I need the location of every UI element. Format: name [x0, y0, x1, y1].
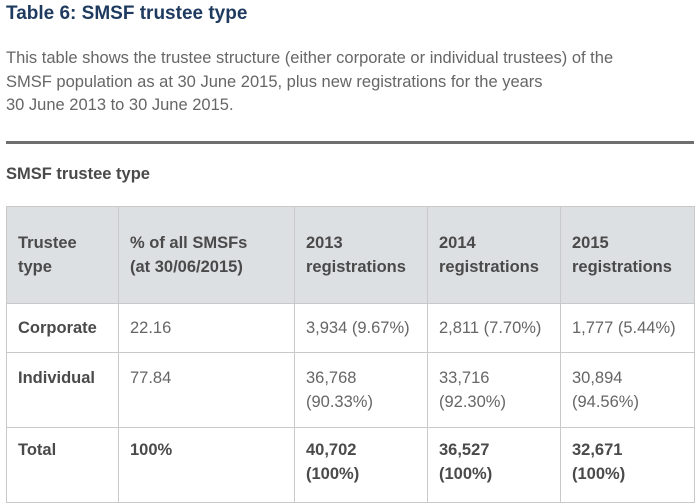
cell-share: (94.56%): [572, 393, 639, 411]
cell-value: 30,894: [572, 369, 623, 387]
table-row-total: Total 100% 40,702 (100%) 36,527 (100%) 3…: [6, 427, 695, 503]
intro-line: 30 June 2013 to 30 June 2015.: [6, 96, 234, 114]
header-line: (at 30/06/2015): [130, 258, 243, 276]
cell-share: (100%): [572, 465, 626, 483]
header-line: 2013: [306, 234, 343, 252]
cell-share: (90.33%): [306, 393, 373, 411]
trustee-type-table: Trustee type % of all SMSFs (at 30/06/20…: [6, 206, 695, 503]
registrations-2014-cell: 2,811 (7.70%): [427, 303, 561, 353]
header-pct-all-smsfs: % of all SMSFs (at 30/06/2015): [118, 206, 295, 304]
cell-value: 1,777 (5.44%): [572, 319, 676, 337]
header-line: Trustee: [18, 234, 77, 252]
header-line: % of all SMSFs: [130, 234, 248, 252]
row-label: Individual: [6, 352, 119, 428]
cell-value: 2,811 (7.70%): [439, 319, 542, 337]
header-line: 2014: [439, 234, 476, 252]
intro-paragraph: This table shows the trustee structure (…: [6, 47, 690, 118]
row-label: Total: [6, 427, 119, 503]
header-line: 2015: [572, 234, 609, 252]
header-line: type: [18, 258, 52, 276]
table-caption: SMSF trustee type: [6, 165, 150, 183]
cell-value: 3,934 (9.67%): [306, 319, 410, 337]
header-line: registrations: [572, 258, 672, 276]
cell-share: (100%): [439, 465, 493, 483]
header-line: registrations: [439, 258, 539, 276]
header-line: registrations: [306, 258, 406, 276]
registrations-2013-cell: 36,768 (90.33%): [294, 352, 428, 428]
row-label: Corporate: [6, 303, 119, 353]
header-2013-registrations: 2013 registrations: [294, 206, 428, 304]
pct-cell: 100%: [118, 427, 295, 503]
registrations-2013-cell: 3,934 (9.67%): [294, 303, 428, 353]
table-row-individual: Individual 77.84 36,768 (90.33%) 33,716 …: [6, 352, 695, 428]
registrations-2014-cell: 36,527 (100%): [427, 427, 561, 503]
header-trustee-type: Trustee type: [6, 206, 119, 304]
registrations-2015-cell: 1,777 (5.44%): [560, 303, 695, 353]
table-header-row: Trustee type % of all SMSFs (at 30/06/20…: [6, 206, 695, 304]
cell-value: 36,527: [439, 441, 490, 459]
registrations-2015-cell: 32,671 (100%): [560, 427, 695, 503]
page-title: Table 6: SMSF trustee type: [6, 3, 248, 24]
intro-line: SMSF population as at 30 June 2015, plus…: [6, 72, 543, 91]
header-2015-registrations: 2015 registrations: [560, 206, 695, 304]
registrations-2014-cell: 33,716 (92.30%): [427, 352, 561, 428]
intro-line: This table shows the trustee structure (…: [6, 49, 614, 67]
registrations-2013-cell: 40,702 (100%): [294, 427, 428, 503]
pct-cell: 22.16: [118, 303, 295, 353]
pct-cell: 77.84: [118, 352, 295, 428]
table-row-corporate: Corporate 22.16 3,934 (9.67%) 2,811 (7.7…: [6, 303, 695, 353]
cell-value: 33,716: [439, 369, 490, 387]
header-2014-registrations: 2014 registrations: [427, 206, 561, 304]
cell-value: 36,768: [306, 369, 357, 387]
cell-share: (92.30%): [439, 393, 506, 411]
cell-value: 40,702: [306, 441, 357, 459]
cell-value: 32,671: [572, 441, 623, 459]
section-divider: [6, 141, 694, 144]
cell-share: (100%): [306, 465, 360, 483]
registrations-2015-cell: 30,894 (94.56%): [560, 352, 695, 428]
